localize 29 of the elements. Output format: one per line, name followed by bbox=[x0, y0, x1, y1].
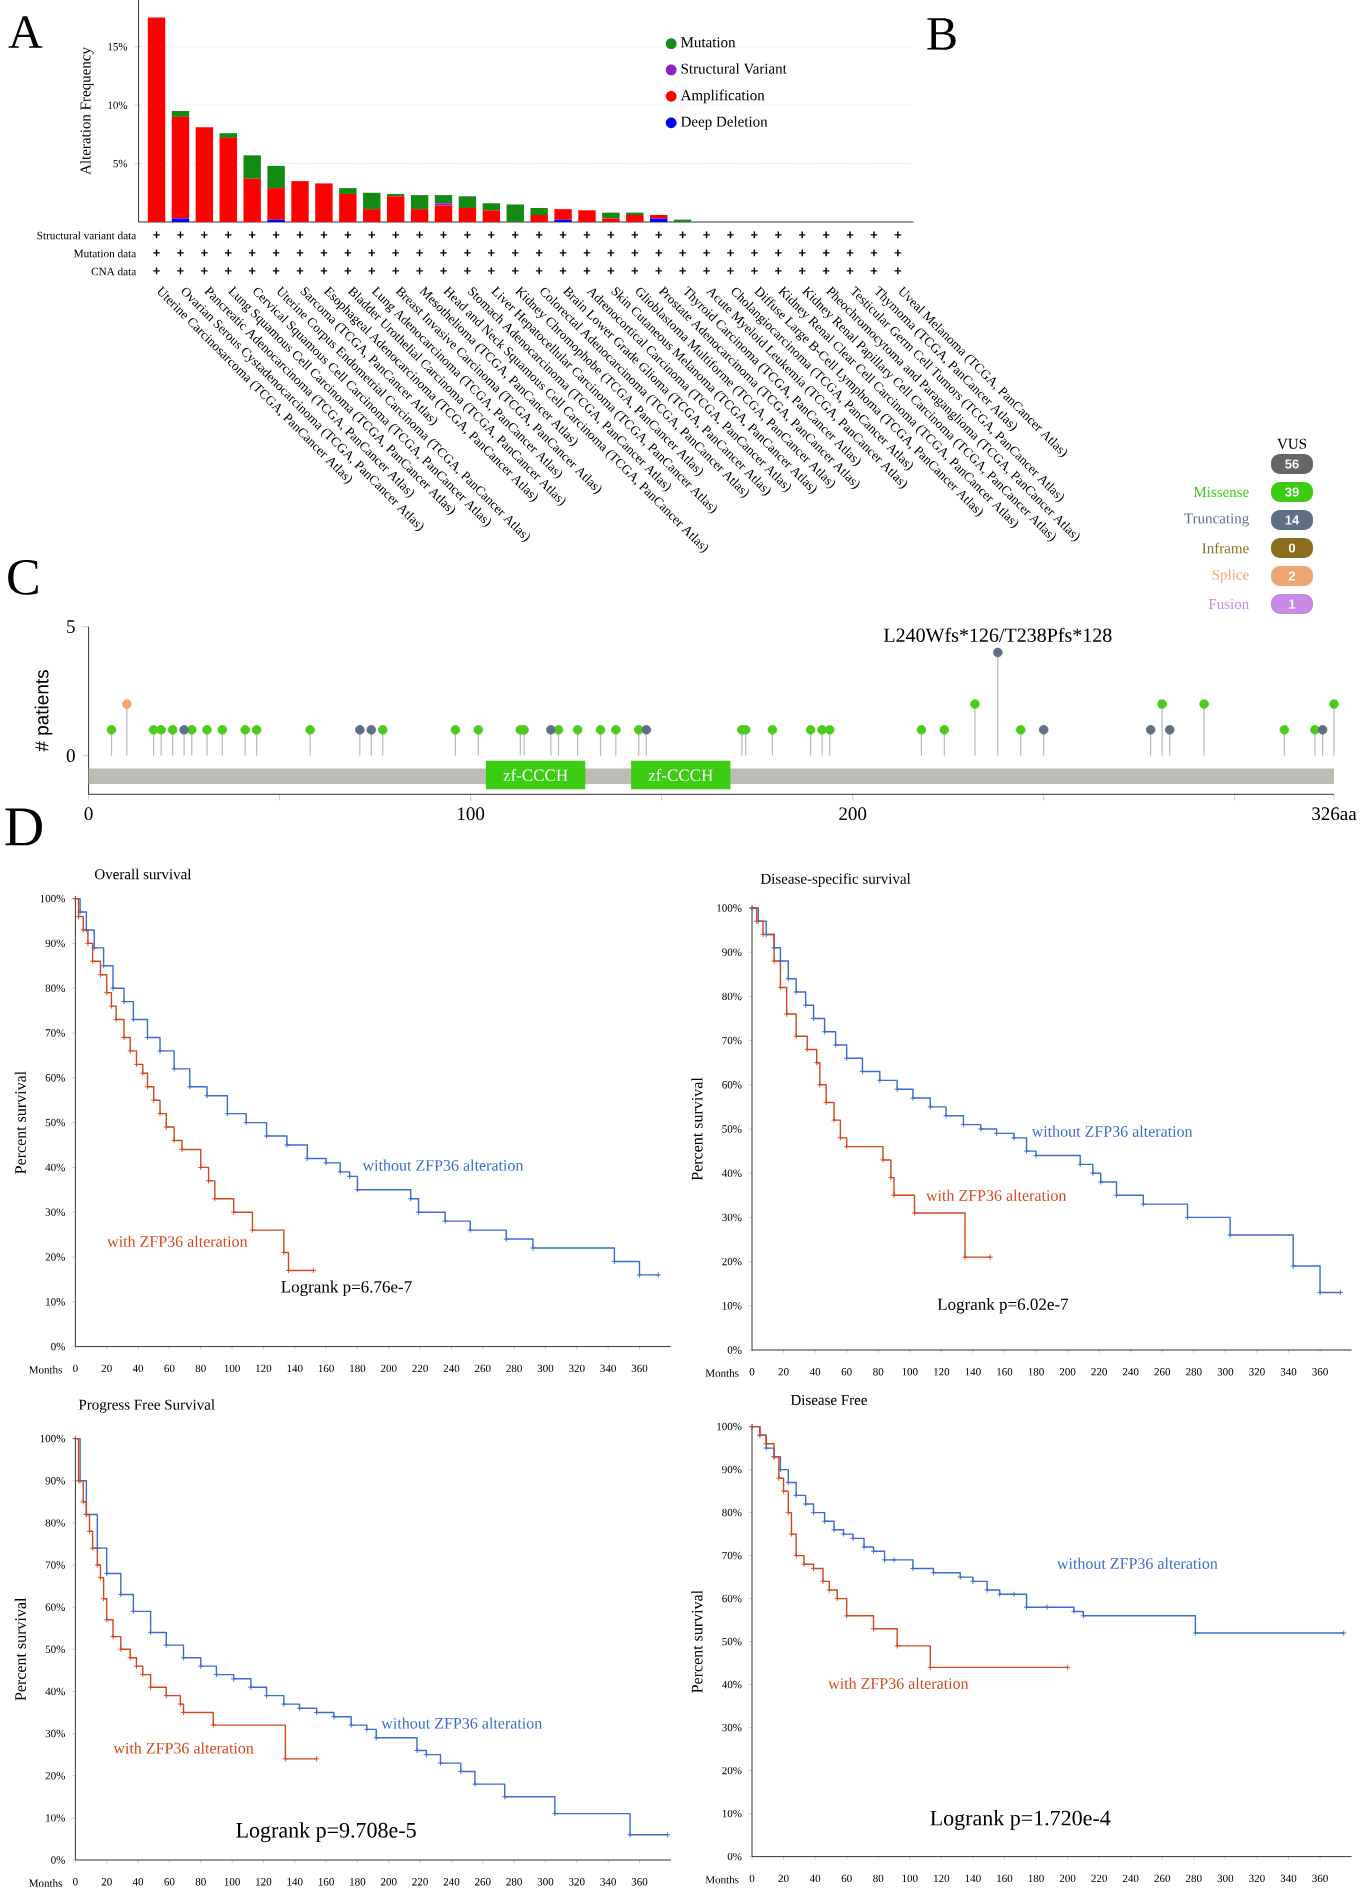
text: D bbox=[5, 808, 42, 846]
series-label: with ZFP36 alteration bbox=[113, 1742, 254, 1754]
band-label: zf-CCCH bbox=[648, 768, 713, 782]
x-tick-label: 326aa bbox=[1312, 807, 1357, 821]
series-label: without ZFP36 alteration bbox=[362, 1159, 524, 1171]
annotation: Logrank p=9.708e-5 bbox=[236, 1822, 416, 1843]
series-label: with ZFP36 alteration bbox=[107, 1235, 248, 1247]
series-label: without ZFP36 alteration bbox=[381, 1717, 542, 1729]
annotation: Logrank p=6.76e-7 bbox=[281, 1280, 412, 1297]
y-axis-title: Percent survival bbox=[14, 1597, 26, 1701]
annotation: L240Wfs*126/T238Pfs*128 bbox=[883, 627, 1112, 643]
band-label: zf-CCCH bbox=[503, 768, 568, 782]
series-label: with ZFP36 alteration bbox=[925, 1189, 1067, 1201]
y-axis-title: Percent survival bbox=[14, 1071, 26, 1174]
text: B bbox=[927, 18, 956, 50]
text: C bbox=[8, 559, 38, 595]
series-label: with ZFP36 alteration bbox=[828, 1677, 969, 1689]
y-axis-title: # patients bbox=[34, 670, 53, 752]
annotation: Logrank p=1.720e-4 bbox=[930, 1810, 1111, 1831]
y-tick-label: 5 bbox=[67, 620, 75, 633]
y-axis-title: Percent survival bbox=[691, 1590, 703, 1693]
text: A bbox=[8, 16, 43, 48]
x-tick-label: 100 bbox=[458, 807, 485, 821]
x-tick-label: 0 bbox=[84, 807, 93, 821]
annotation: Logrank p=6.02e-7 bbox=[937, 1298, 1069, 1314]
series-label: without ZFP36 alteration bbox=[1031, 1125, 1193, 1137]
text: without ZFP36 alteration bbox=[1056, 1557, 1218, 1569]
x-tick-label: 200 bbox=[839, 807, 867, 821]
y-axis-title: Percent survival bbox=[691, 1077, 703, 1181]
